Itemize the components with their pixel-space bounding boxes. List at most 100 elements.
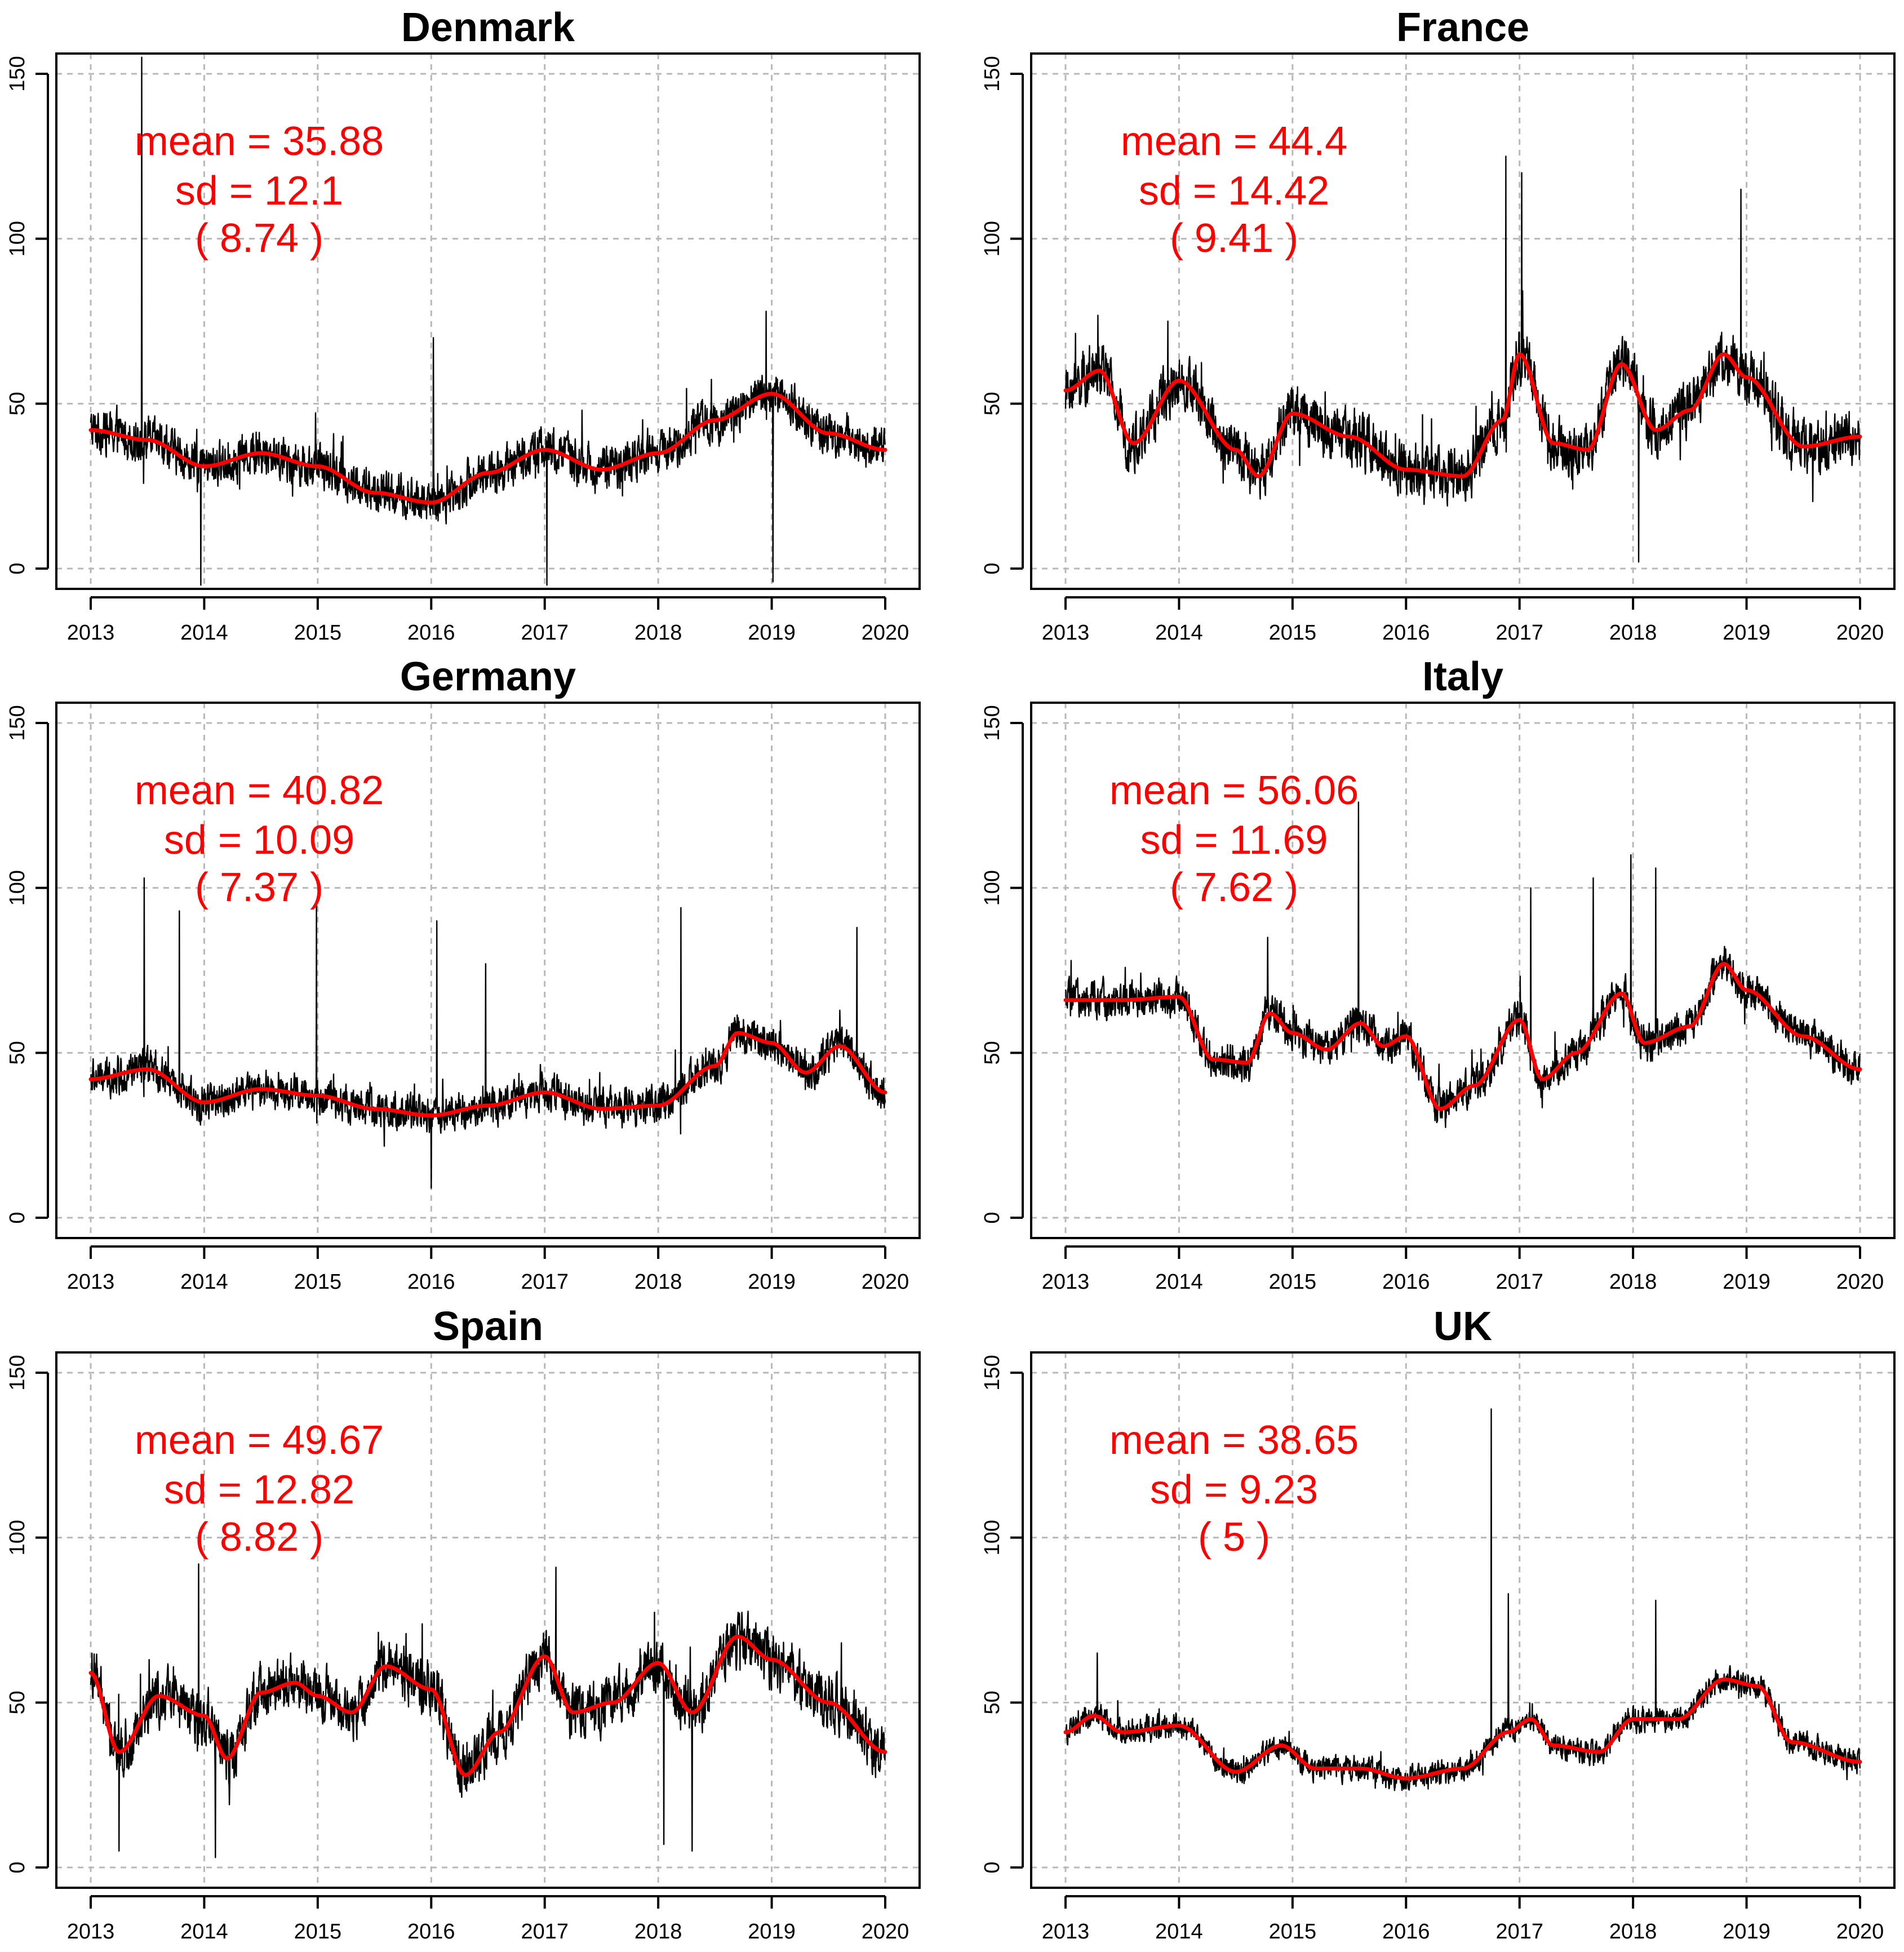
smooth-trend-line xyxy=(88,1031,887,1117)
x-tick-label: 2015 xyxy=(1269,1270,1317,1294)
annotation-mean: mean = 40.82 xyxy=(135,768,384,813)
x-tick-label: 2013 xyxy=(1042,1270,1090,1294)
annotation-mean: mean = 49.67 xyxy=(135,1418,384,1463)
panel-title: Germany xyxy=(400,654,576,699)
x-tick-label: 2013 xyxy=(1042,621,1090,645)
x-tick-label: 2014 xyxy=(1155,1920,1203,1944)
y-tick-label: 0 xyxy=(980,562,1004,574)
y-tick-label: 100 xyxy=(980,870,1004,906)
x-tick-label: 2020 xyxy=(1836,1920,1884,1944)
plot-box xyxy=(1030,702,1896,1239)
x-tick-label: 2015 xyxy=(1269,621,1317,645)
x-tick-label: 2015 xyxy=(1269,1920,1317,1944)
x-tick-label: 2019 xyxy=(748,621,796,645)
annotation-paren: ( 8.82 ) xyxy=(195,1515,323,1560)
y-tick-label: 150 xyxy=(980,56,1004,91)
y-tick-label: 100 xyxy=(6,1520,29,1555)
x-tick-label: 2020 xyxy=(1836,621,1884,645)
x-tick-label: 2017 xyxy=(1495,1920,1543,1944)
smooth-trend-line xyxy=(1063,352,1862,478)
y-tick-label: 0 xyxy=(980,1861,1004,1873)
annotation-paren: ( 7.62 ) xyxy=(1170,865,1298,910)
annotation-paren: ( 7.37 ) xyxy=(195,865,323,910)
y-tick-label: 50 xyxy=(980,392,1004,415)
annotation-mean: mean = 35.88 xyxy=(135,119,384,164)
y-tick-label: 150 xyxy=(6,1355,29,1390)
y-tick-label: 0 xyxy=(6,1861,29,1873)
plot-box xyxy=(55,52,921,590)
x-tick-label: 2020 xyxy=(862,1270,909,1294)
x-tick-label: 2016 xyxy=(1382,621,1430,645)
plot-box xyxy=(55,702,921,1239)
x-tick-label: 2019 xyxy=(748,1270,796,1294)
x-tick-label: 2018 xyxy=(634,621,682,645)
annotation-paren: ( 5 ) xyxy=(1198,1515,1270,1560)
x-tick-label: 2018 xyxy=(1609,1270,1657,1294)
smooth-trend-line xyxy=(1063,962,1862,1111)
x-tick-label: 2019 xyxy=(1723,621,1770,645)
panel-title: Italy xyxy=(1422,654,1503,699)
x-tick-label: 2013 xyxy=(67,1920,115,1944)
panel-title: Spain xyxy=(433,1304,543,1349)
annotation-paren: ( 9.41 ) xyxy=(1170,216,1298,261)
x-tick-label: 2015 xyxy=(294,621,342,645)
x-tick-label: 2015 xyxy=(294,1920,342,1944)
y-tick-label: 150 xyxy=(980,1355,1004,1390)
plot-box xyxy=(1030,1351,1896,1889)
x-tick-label: 2014 xyxy=(180,1920,228,1944)
annotation-sd: sd = 12.1 xyxy=(175,168,343,214)
x-tick-label: 2016 xyxy=(407,1920,455,1944)
annotation-mean: mean = 44.4 xyxy=(1121,119,1347,164)
x-tick-label: 2018 xyxy=(1609,621,1657,645)
x-tick-label: 2018 xyxy=(634,1920,682,1944)
x-tick-label: 2016 xyxy=(1382,1920,1430,1944)
x-tick-label: 2018 xyxy=(634,1270,682,1294)
y-tick-label: 0 xyxy=(6,562,29,574)
y-tick-label: 150 xyxy=(6,705,29,740)
raw-series-line xyxy=(1064,801,1861,1128)
raw-series-line xyxy=(90,56,886,586)
x-tick-label: 2020 xyxy=(1836,1270,1884,1294)
panel-uk: 2013 2014 2015 2016 2017 2018 2019 2020 0 50 100 15… xyxy=(980,1304,1896,1944)
x-tick-label: 2014 xyxy=(180,1270,228,1294)
x-tick-label: 2017 xyxy=(521,1920,569,1944)
x-tick-label: 2014 xyxy=(1155,621,1203,645)
annotation-sd: sd = 11.69 xyxy=(1140,818,1328,863)
raw-series-line xyxy=(90,877,886,1189)
y-tick-label: 100 xyxy=(980,1520,1004,1555)
y-tick-label: 50 xyxy=(6,392,29,415)
annotation-mean: mean = 56.06 xyxy=(1109,768,1359,813)
x-tick-label: 2019 xyxy=(1723,1920,1770,1944)
annotation-sd: sd = 12.82 xyxy=(164,1467,354,1512)
x-tick-label: 2013 xyxy=(67,621,115,645)
y-tick-label: 150 xyxy=(980,705,1004,740)
plot-box xyxy=(1030,52,1896,590)
y-tick-label: 0 xyxy=(980,1212,1004,1223)
annotation-paren: ( 8.74 ) xyxy=(195,216,323,261)
panel-denmark: 2013 2014 2015 2016 2017 2018 2019 2020 0 50 100 15… xyxy=(6,5,921,645)
plot-box xyxy=(55,1351,921,1889)
panel-title: Denmark xyxy=(401,5,575,50)
y-tick-label: 0 xyxy=(6,1212,29,1223)
y-tick-label: 100 xyxy=(6,221,29,256)
x-tick-label: 2013 xyxy=(67,1270,115,1294)
gridlines xyxy=(56,1352,920,1888)
x-tick-label: 2017 xyxy=(1495,1270,1543,1294)
y-tick-label: 50 xyxy=(980,1691,1004,1714)
x-tick-label: 2016 xyxy=(1382,1270,1430,1294)
panel-france: 2013 2014 2015 2016 2017 2018 2019 2020 0 50 100 15… xyxy=(980,5,1896,645)
annotation-mean: mean = 38.65 xyxy=(1109,1418,1359,1463)
x-tick-label: 2013 xyxy=(1042,1920,1090,1944)
x-tick-label: 2019 xyxy=(1723,1270,1770,1294)
x-tick-label: 2019 xyxy=(748,1920,796,1944)
x-tick-label: 2020 xyxy=(862,1920,909,1944)
x-tick-label: 2017 xyxy=(521,621,569,645)
y-tick-label: 100 xyxy=(980,221,1004,256)
smooth-trend-line xyxy=(88,392,887,505)
smooth-trend-line xyxy=(88,1634,887,1777)
y-tick-label: 100 xyxy=(6,870,29,906)
panel-italy: 2013 2014 2015 2016 2017 2018 2019 2020 0 50 100 15… xyxy=(980,654,1896,1294)
y-tick-label: 50 xyxy=(6,1041,29,1064)
y-tick-label: 150 xyxy=(6,56,29,91)
